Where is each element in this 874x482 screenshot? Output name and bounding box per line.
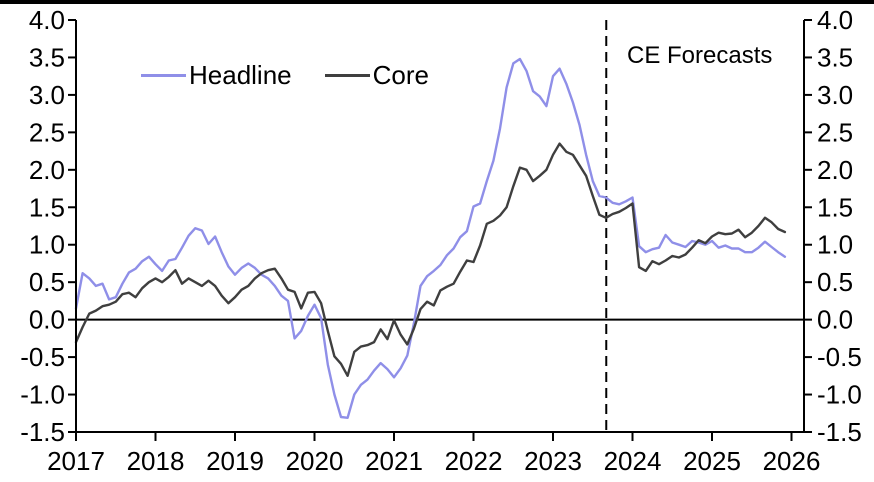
x-tick-label: 2025 — [683, 446, 741, 476]
y-tick-label-right: 0.0 — [817, 305, 853, 335]
y-tick-label-left: -1.0 — [20, 380, 65, 410]
legend-line-headline-icon — [141, 74, 186, 77]
y-tick-label-left: -1.5 — [20, 417, 65, 447]
y-tick-label-left: 3.5 — [29, 42, 65, 72]
y-tick-label-left: 2.0 — [29, 155, 65, 185]
x-tick-label: 2020 — [286, 446, 344, 476]
y-tick-label-left: 0.5 — [29, 267, 65, 297]
y-tick-label-right: 2.0 — [817, 155, 853, 185]
x-tick-label: 2023 — [524, 446, 582, 476]
y-tick-label-right: 1.0 — [817, 230, 853, 260]
legend-label-headline: Headline — [189, 60, 292, 90]
y-tick-label-left: 2.5 — [29, 117, 65, 147]
y-tick-label-right: 4.0 — [817, 5, 853, 35]
x-tick-label: 2018 — [127, 446, 185, 476]
x-tick-label: 2021 — [365, 446, 423, 476]
x-tick-label: 2019 — [206, 446, 264, 476]
y-tick-label-right: 2.5 — [817, 117, 853, 147]
y-tick-label-left: 3.0 — [29, 80, 65, 110]
legend: Headline Core — [141, 60, 429, 91]
series-line-headline — [74, 57, 787, 419]
x-tick-label: 2022 — [445, 446, 503, 476]
x-tick-label: 2017 — [47, 446, 105, 476]
y-tick-label-right: -1.5 — [817, 417, 862, 447]
y-tick-label-right: -0.5 — [817, 342, 862, 372]
y-tick-label-left: 0.0 — [29, 305, 65, 335]
y-tick-label-right: 3.0 — [817, 80, 853, 110]
forecast-annotation: CE Forecasts — [627, 42, 773, 69]
legend-line-core-icon — [324, 74, 370, 77]
top-border — [0, 0, 874, 4]
y-tick-label-left: 1.0 — [29, 230, 65, 260]
y-tick-label-right: 3.5 — [817, 42, 853, 72]
y-tick-label-right: 1.5 — [817, 192, 853, 222]
y-tick-label-left: -0.5 — [20, 342, 65, 372]
y-tick-label-left: 1.5 — [29, 192, 65, 222]
y-tick-label-right: 0.5 — [817, 267, 853, 297]
x-tick-label: 2026 — [763, 446, 821, 476]
y-tick-label-left: 4.0 — [29, 5, 65, 35]
series-line-core — [74, 142, 787, 377]
y-tick-label-right: -1.0 — [817, 380, 862, 410]
legend-label-core: Core — [372, 60, 429, 90]
x-tick-label: 2024 — [604, 446, 662, 476]
